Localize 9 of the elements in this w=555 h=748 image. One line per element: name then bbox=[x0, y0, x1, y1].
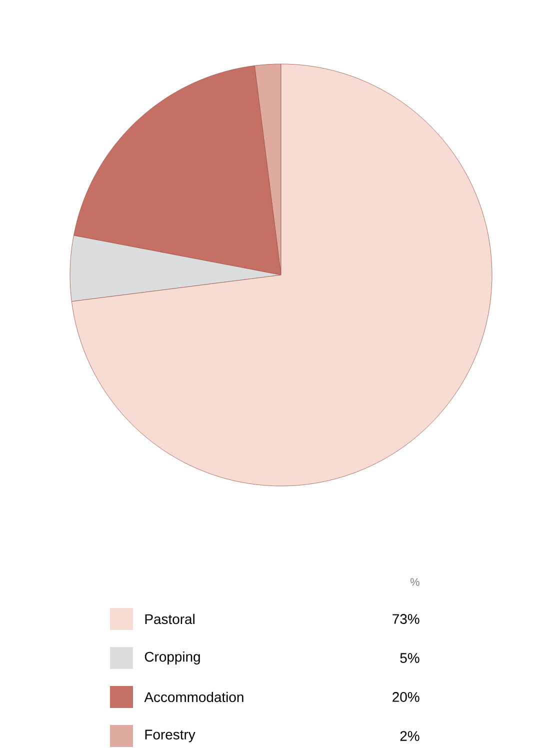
legend-label: Accommodation bbox=[144, 692, 244, 702]
data-label: 20% bbox=[392, 692, 420, 702]
legend-label: Forestry bbox=[145, 730, 196, 742]
data-label: 2% bbox=[400, 731, 420, 741]
legend-label: Pastoral bbox=[145, 614, 194, 624]
legend-title: % bbox=[410, 578, 420, 586]
data-label: 5% bbox=[400, 653, 420, 663]
data-label: 73% bbox=[392, 614, 420, 624]
legend-label: Cropping bbox=[144, 651, 200, 664]
